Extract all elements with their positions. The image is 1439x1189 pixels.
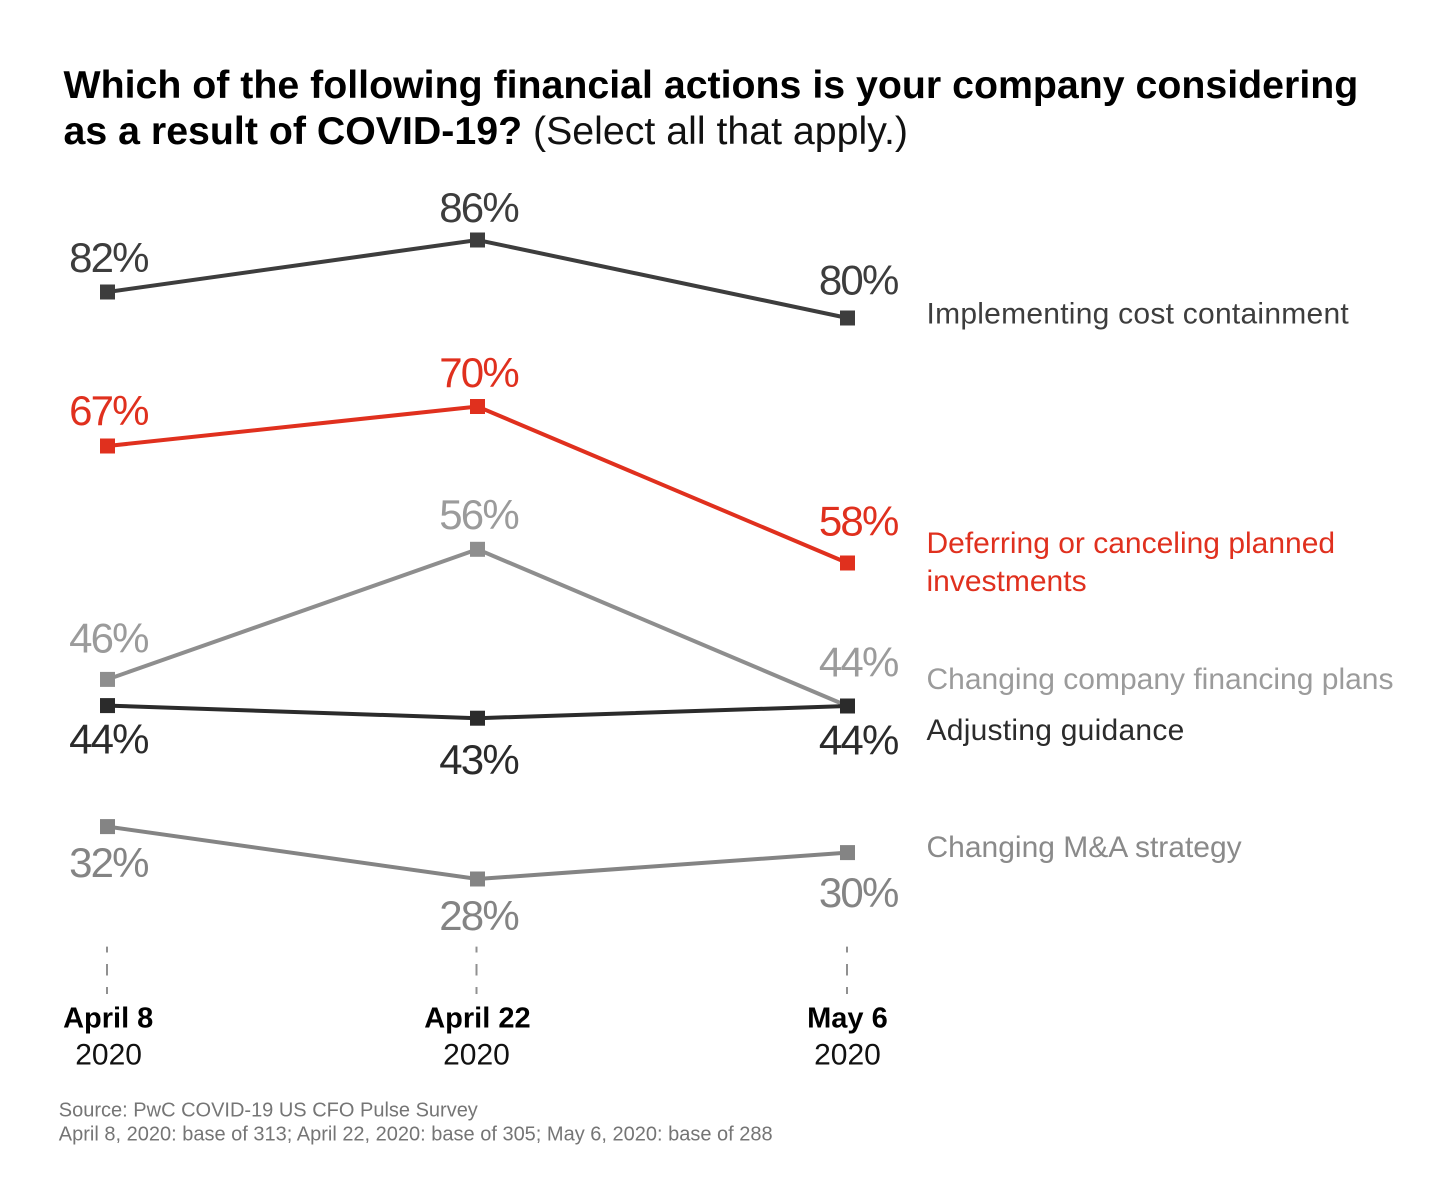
svg-text:44%: 44% <box>69 715 148 762</box>
svg-text:Changing company financing pla: Changing company financing plans <box>927 663 1394 696</box>
svg-text:80%: 80% <box>819 257 898 304</box>
svg-text:April 8, 2020: base of 313; Ap: April 8, 2020: base of 313; April 22, 20… <box>59 1124 773 1146</box>
svg-text:Deferring or canceling planned: Deferring or canceling planned <box>927 527 1336 560</box>
svg-text:Which of the following financi: Which of the following financial actions… <box>64 63 1359 107</box>
svg-text:67%: 67% <box>69 387 148 434</box>
svg-text:2020: 2020 <box>443 1039 510 1072</box>
svg-text:30%: 30% <box>819 869 898 916</box>
svg-text:44%: 44% <box>819 639 898 686</box>
svg-text:as a result of COVID-19? (Sele: as a result of COVID-19? (Select all tha… <box>64 109 908 153</box>
svg-text:April 22: April 22 <box>424 1003 530 1035</box>
svg-text:Adjusting guidance: Adjusting guidance <box>927 714 1185 747</box>
svg-text:58%: 58% <box>819 498 898 545</box>
svg-text:Implementing cost containment: Implementing cost containment <box>927 297 1350 330</box>
svg-text:70%: 70% <box>439 349 518 396</box>
svg-text:32%: 32% <box>69 839 148 886</box>
svg-text:2020: 2020 <box>75 1039 142 1072</box>
svg-text:2020: 2020 <box>814 1039 881 1072</box>
svg-text:46%: 46% <box>69 615 148 662</box>
svg-text:28%: 28% <box>439 892 518 939</box>
svg-text:56%: 56% <box>439 491 518 538</box>
svg-text:April 8: April 8 <box>63 1003 153 1035</box>
svg-text:investments: investments <box>927 565 1087 598</box>
svg-text:Changing M&A strategy: Changing M&A strategy <box>927 831 1242 864</box>
svg-text:82%: 82% <box>69 234 148 281</box>
svg-text:44%: 44% <box>819 717 898 764</box>
svg-text:Source: PwC COVID-19 US CFO Pu: Source: PwC COVID-19 US CFO Pulse Survey <box>59 1099 478 1121</box>
svg-text:86%: 86% <box>439 184 518 231</box>
svg-text:43%: 43% <box>439 736 518 783</box>
svg-text:May 6: May 6 <box>807 1003 888 1035</box>
